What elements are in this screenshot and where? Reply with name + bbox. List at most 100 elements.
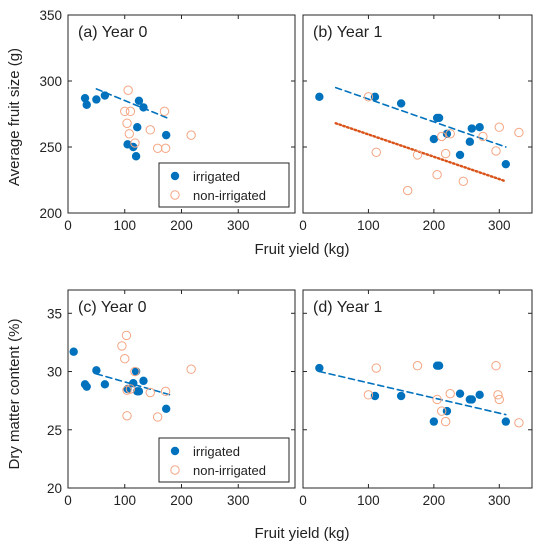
point-irrigated (467, 124, 477, 133)
y-tick-label: 300 (39, 74, 62, 89)
panel-title: (a) Year 0 (78, 24, 147, 41)
y-tick-label: 350 (39, 8, 62, 23)
point-non-irrigated (412, 361, 423, 371)
point-non-irrigated (123, 85, 133, 95)
panel-1: 0 100 200 300 200 250 300 350 (a) Year 0 irrigate… (39, 8, 296, 233)
point-non-irrigated (445, 129, 455, 139)
point-non-irrigated (458, 176, 468, 187)
ylabel-bottom: Dry matter content (%) (6, 319, 23, 470)
x-tick-label: 100 (357, 218, 380, 233)
point-non-irrigated (437, 131, 447, 142)
x-tick-label: 300 (227, 218, 250, 233)
point-irrigated (442, 129, 452, 138)
point-irrigated (133, 123, 142, 132)
point-non-irrigated (514, 418, 524, 428)
point-non-irrigated (432, 170, 442, 180)
y-tick-label: 250 (39, 140, 62, 155)
panel-4: 0 100 200 300 (d) Year 1 (299, 289, 533, 508)
point-non-irrigated (122, 411, 132, 421)
point-irrigated (475, 390, 484, 400)
x-tick-label: 300 (488, 218, 511, 233)
point-non-irrigated (491, 361, 501, 371)
point-irrigated (429, 134, 439, 144)
point-non-irrigated (491, 146, 501, 156)
legend-label-irrigated: irrigated (193, 169, 240, 184)
legend-label-non-irrigated: non-irrigated (193, 463, 266, 478)
point-irrigated (475, 123, 484, 132)
x-tick-label: 100 (357, 493, 380, 508)
point-non-irrigated (514, 127, 524, 138)
panel-title: (c) Year 0 (78, 299, 147, 316)
y-tick-label: 35 (47, 306, 62, 321)
point-non-irrigated (124, 129, 134, 139)
legend-box (158, 162, 290, 208)
point-non-irrigated (493, 390, 503, 400)
point-non-irrigated (440, 148, 451, 159)
point-irrigated (100, 380, 110, 389)
point-irrigated (467, 395, 477, 404)
point-non-irrigated (125, 106, 136, 117)
point-irrigated (139, 103, 148, 112)
point-non-irrigated (437, 406, 447, 416)
point-irrigated (315, 92, 324, 102)
fit-line-dashed (318, 370, 507, 416)
point-non-irrigated (117, 341, 127, 351)
panel-title: (d) Year 1 (313, 299, 382, 316)
point-irrigated (134, 96, 144, 106)
point-non-irrigated (494, 394, 504, 405)
xlabel-top: Fruit yield (kg) (254, 241, 349, 258)
y-tick-label: 25 (47, 423, 62, 438)
y-tick-label: 20 (47, 481, 62, 496)
point-non-irrigated (125, 384, 136, 394)
point-non-irrigated (160, 143, 171, 154)
x-tick-label: 200 (170, 493, 193, 508)
xlabel-bottom: Fruit yield (kg) (254, 525, 349, 542)
point-irrigated (396, 99, 406, 108)
point-irrigated (429, 417, 439, 426)
legend: irrigated non-irrigated (158, 162, 290, 208)
plot-frame (302, 14, 533, 214)
point-non-irrigated (432, 394, 442, 405)
point-non-irrigated (130, 366, 140, 377)
point-irrigated (80, 93, 90, 103)
point-irrigated (455, 150, 465, 160)
point-irrigated (161, 130, 171, 140)
panel-2: 0 100 200 300 (b) Year 1 (299, 14, 533, 233)
plot-frame (302, 289, 533, 489)
x-tick-label: 100 (113, 218, 136, 233)
y-tick-label: 200 (39, 206, 62, 221)
point-non-irrigated (159, 106, 170, 117)
x-tick-label: 0 (64, 218, 72, 233)
x-tick-label: 200 (423, 218, 446, 233)
panel-3: 0 100 200 300 20 25 30 35 (c) Year 0 irrigated non… (47, 289, 296, 508)
point-non-irrigated (371, 363, 381, 373)
point-non-irrigated (121, 330, 132, 341)
legend-marker-non-irrigated (170, 190, 180, 200)
point-non-irrigated (130, 138, 140, 148)
point-irrigated (455, 389, 465, 398)
point-non-irrigated (440, 416, 451, 427)
point-irrigated (396, 391, 406, 401)
point-non-irrigated (120, 354, 130, 364)
point-non-irrigated (494, 122, 504, 132)
point-irrigated (134, 387, 144, 396)
point-non-irrigated (120, 106, 130, 117)
point-irrigated (501, 417, 511, 426)
legend-marker-irrigated (170, 171, 180, 181)
point-irrigated (370, 92, 380, 102)
legend-label-non-irrigated: non-irrigated (193, 188, 266, 203)
x-tick-label: 300 (227, 493, 250, 508)
point-irrigated (92, 95, 101, 104)
point-non-irrigated (445, 388, 455, 399)
x-tick-label: 0 (64, 493, 72, 508)
x-tick-label: 100 (113, 493, 136, 508)
point-irrigated (315, 363, 324, 373)
point-non-irrigated (363, 390, 374, 400)
x-tick-label: 200 (170, 218, 193, 233)
x-tick-label: 200 (423, 493, 446, 508)
point-non-irrigated (402, 185, 413, 196)
point-irrigated (465, 137, 475, 146)
fit-line-dashed (95, 373, 171, 396)
